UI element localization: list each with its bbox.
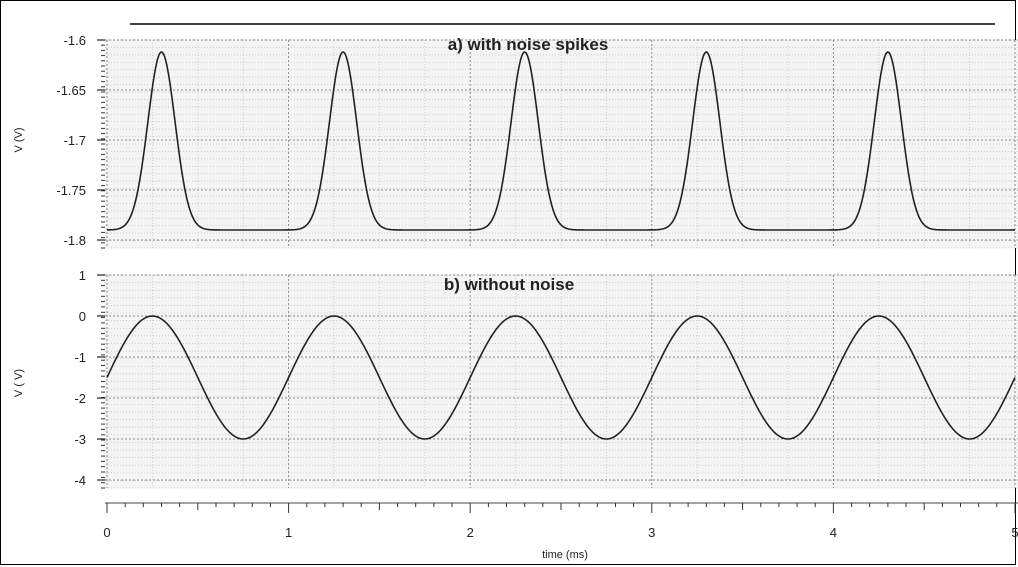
y-tick-label: 1 bbox=[79, 268, 86, 283]
x-tick-label: 3 bbox=[648, 525, 655, 540]
panel-b-series-line bbox=[106, 315, 1016, 440]
panel-b-y-ticks: 1 0 -1 -2 -3 -4 bbox=[74, 268, 105, 489]
y-tick-label: -1.7 bbox=[64, 133, 86, 148]
y-tick-label: -1.75 bbox=[56, 183, 86, 198]
y-tick-label: -1.6 bbox=[64, 33, 86, 48]
x-tick-label: 2 bbox=[467, 525, 474, 540]
x-tick-label: 1 bbox=[285, 525, 292, 540]
y-tick-label: 0 bbox=[79, 309, 86, 324]
x-axis: 0 1 2 3 4 5 time (ms) bbox=[103, 502, 1018, 561]
panel-a-title: a) with noise spikes bbox=[448, 35, 609, 54]
panel-b-y-axis-label: V ( V) bbox=[13, 369, 25, 397]
panel-a-series-line bbox=[106, 51, 1016, 231]
panel-b: 1 0 -1 -2 -3 -4 b) without noise V ( V) bbox=[13, 268, 1018, 489]
panel-b-grid bbox=[105, 274, 1018, 489]
x-tick-label: 0 bbox=[103, 525, 110, 540]
panel-a-y-ticks: -1.6 -1.65 -1.7 -1.75 -1.8 bbox=[56, 33, 105, 249]
y-tick-label: -1.8 bbox=[64, 233, 86, 248]
x-axis-label: time (ms) bbox=[542, 549, 588, 561]
y-tick-label: -2 bbox=[74, 391, 86, 406]
y-tick-label: -1 bbox=[74, 350, 86, 365]
panel-b-title: b) without noise bbox=[444, 275, 574, 294]
panel-a-y-axis-label: V (V) bbox=[13, 127, 25, 152]
y-tick-label: -3 bbox=[74, 432, 86, 447]
x-axis-ticks: 0 1 2 3 4 5 bbox=[103, 503, 1018, 540]
x-tick-label: 4 bbox=[830, 525, 837, 540]
y-tick-label: -1.65 bbox=[56, 83, 86, 98]
panel-a: -1.6 -1.65 -1.7 -1.75 -1.8 a) with noise spi… bbox=[13, 33, 1018, 249]
x-tick-label: 5 bbox=[1011, 525, 1018, 540]
y-tick-label: -4 bbox=[74, 473, 86, 488]
panel-a-grid bbox=[105, 39, 1018, 249]
